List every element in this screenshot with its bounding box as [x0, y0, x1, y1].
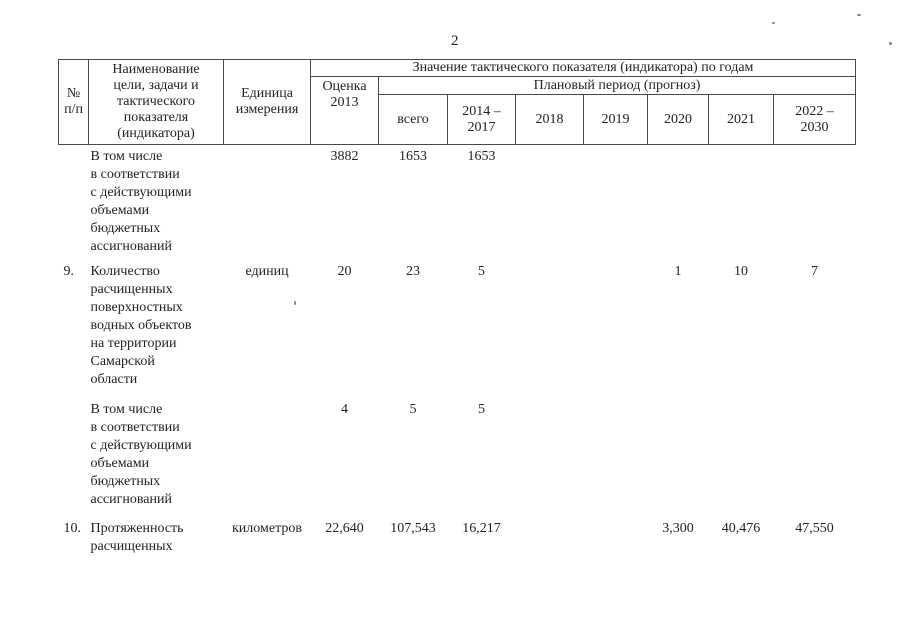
header-group-plan-period: Плановый период (прогноз)	[377, 76, 857, 95]
cell-2018	[516, 263, 584, 401]
page-number: 2	[451, 33, 459, 49]
table-row: В том числе в соответствии с действующим…	[59, 401, 856, 520]
scan-speck	[772, 22, 775, 24]
cell-2019	[584, 520, 648, 556]
row-number: 10.	[63, 521, 82, 536]
cell-2019	[584, 145, 648, 264]
cell-total: 5	[409, 402, 417, 417]
cell-2014-2017: 16,217	[462, 521, 501, 536]
header-cell-total: всего	[378, 94, 448, 145]
row-number	[59, 401, 89, 520]
header-cell-number: № п/п	[58, 59, 89, 145]
cell-estimate-2013: 22,640	[325, 521, 364, 536]
table-header: № п/п Наименование цели, задачи и тактич…	[58, 59, 857, 145]
table-row: 10. Протяженность расчищенных километров…	[59, 520, 856, 556]
row-name: Протяженность расчищенных	[90, 521, 184, 554]
row-name: В том числе в соответствии с действующим…	[90, 402, 192, 507]
header-cell-2018: 2018	[515, 94, 584, 145]
header-cell-2022-2030: 2022 – 2030	[772, 94, 857, 145]
cell-2022-2030	[774, 145, 856, 264]
cell-2019	[584, 263, 648, 401]
header-cell-name: Наименование цели, задачи и тактического…	[88, 59, 224, 145]
row-unit	[224, 401, 311, 520]
header-cell-2021: 2021	[708, 94, 774, 145]
table-body: В том числе в соответствии с действующим…	[59, 145, 856, 557]
cell-2022-2030: 7	[811, 264, 819, 279]
cell-total: 107,543	[390, 521, 436, 536]
cell-estimate-2013: 4	[341, 402, 348, 417]
cell-2014-2017: 5	[478, 402, 485, 417]
cell-estimate-2013: 20	[337, 264, 352, 279]
cell-2021: 40,476	[721, 521, 761, 536]
scan-speck	[889, 42, 892, 45]
cell-2021	[709, 401, 774, 520]
header-group-value-by-years: Значение тактического показателя (индика…	[309, 59, 857, 77]
indicators-table: № п/п Наименование цели, задачи и тактич…	[58, 59, 857, 557]
cell-2018	[516, 145, 584, 264]
cell-estimate-2013: 3882	[330, 149, 359, 164]
header-cell-2019: 2019	[583, 94, 648, 145]
row-name: В том числе в соответствии с действующим…	[90, 149, 192, 254]
cell-2014-2017: 5	[478, 264, 485, 279]
header-cell-unit: Единица измерения	[223, 59, 311, 145]
table-row: 9. Количество расчищенных поверхностных …	[59, 263, 856, 401]
row-number: 9.	[63, 264, 75, 279]
cell-2020	[648, 401, 709, 520]
cell-2022-2030: 47,550	[795, 521, 834, 536]
table-row: В том числе в соответствии с действующим…	[59, 145, 856, 264]
cell-2020: 3,300	[662, 521, 694, 536]
cell-2021	[709, 145, 774, 264]
row-unit: километров	[232, 521, 302, 536]
cell-2021: 10	[734, 264, 748, 279]
cell-2022-2030	[774, 401, 856, 520]
cell-2020: 1	[674, 264, 682, 279]
scan-speck	[294, 301, 296, 305]
cell-2019	[584, 401, 648, 520]
cell-2020	[648, 145, 709, 264]
cell-2018	[516, 401, 584, 520]
row-number	[59, 145, 89, 264]
cell-total: 23	[406, 264, 420, 279]
header-cell-estimate-2013: Оценка 2013	[310, 76, 379, 145]
row-unit	[224, 145, 311, 264]
header-cell-2020: 2020	[647, 94, 709, 145]
cell-total: 1653	[399, 149, 427, 164]
scan-speck	[857, 14, 861, 16]
row-name: Количество расчищенных поверхностных вод…	[90, 264, 192, 387]
header-cell-2014-2017: 2014 – 2017	[447, 94, 516, 145]
cell-2014-2017: 1653	[467, 149, 496, 164]
cell-2018	[516, 520, 584, 556]
row-unit: единиц	[245, 264, 289, 279]
